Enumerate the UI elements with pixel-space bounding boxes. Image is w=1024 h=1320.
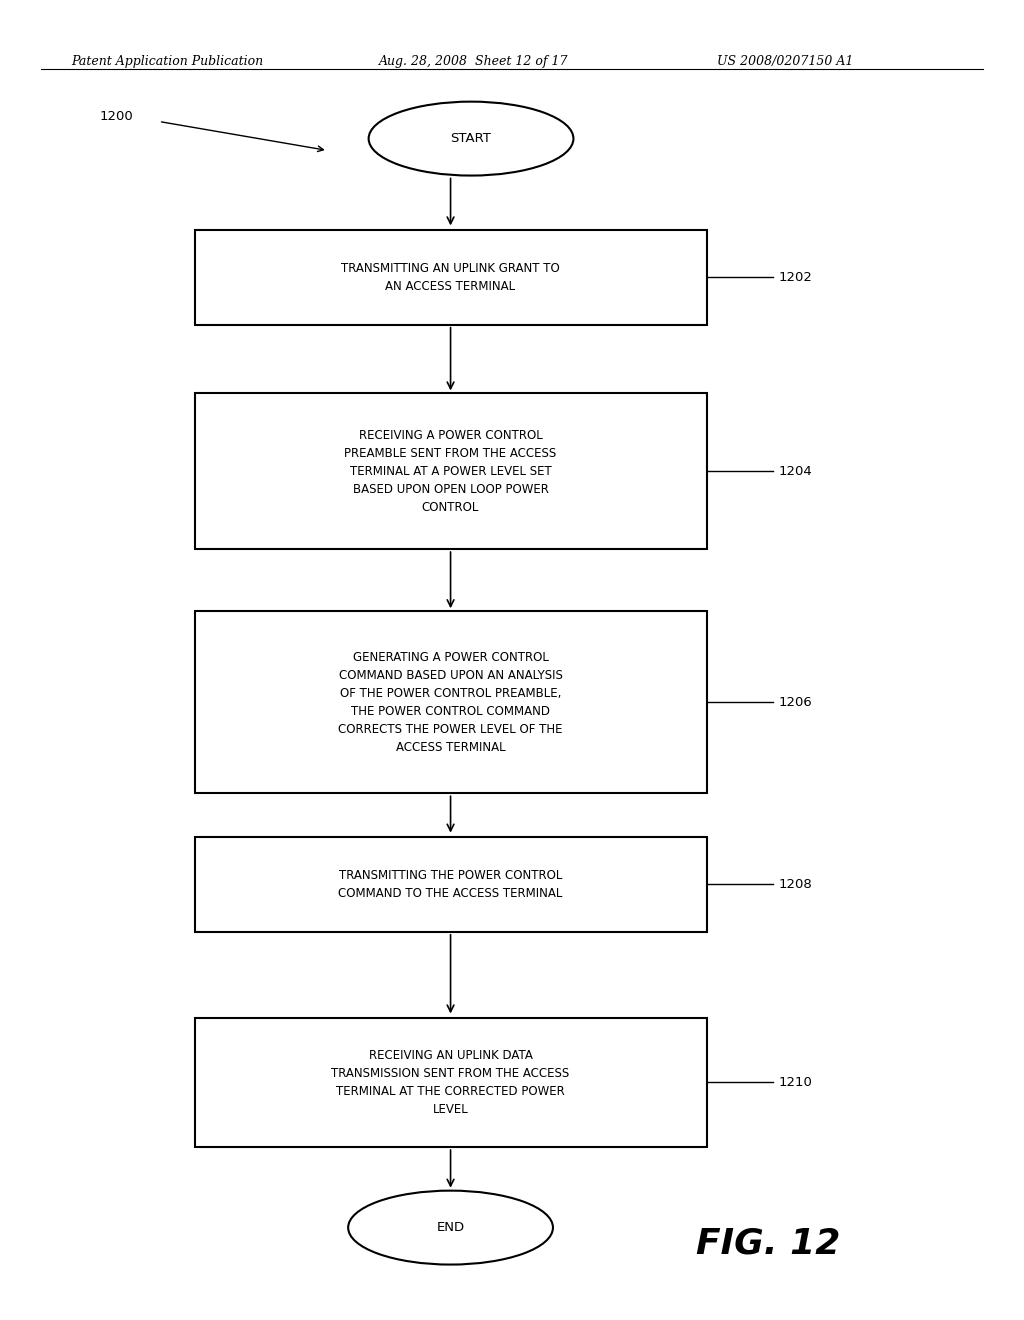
Text: RECEIVING AN UPLINK DATA
TRANSMISSION SENT FROM THE ACCESS
TERMINAL AT THE CORRE: RECEIVING AN UPLINK DATA TRANSMISSION SE…	[332, 1049, 569, 1115]
Text: 1204: 1204	[778, 465, 812, 478]
Text: 1208: 1208	[778, 878, 812, 891]
Text: 1210: 1210	[778, 1076, 812, 1089]
Text: Patent Application Publication: Patent Application Publication	[72, 55, 264, 69]
Text: 1206: 1206	[778, 696, 812, 709]
Text: TRANSMITTING THE POWER CONTROL
COMMAND TO THE ACCESS TERMINAL: TRANSMITTING THE POWER CONTROL COMMAND T…	[338, 869, 563, 900]
Text: 1202: 1202	[778, 271, 812, 284]
Text: FIG. 12: FIG. 12	[696, 1226, 841, 1261]
Text: RECEIVING A POWER CONTROL
PREAMBLE SENT FROM THE ACCESS
TERMINAL AT A POWER LEVE: RECEIVING A POWER CONTROL PREAMBLE SENT …	[344, 429, 557, 513]
Text: START: START	[451, 132, 492, 145]
Text: GENERATING A POWER CONTROL
COMMAND BASED UPON AN ANALYSIS
OF THE POWER CONTROL P: GENERATING A POWER CONTROL COMMAND BASED…	[338, 651, 563, 754]
Text: END: END	[436, 1221, 465, 1234]
Text: Aug. 28, 2008  Sheet 12 of 17: Aug. 28, 2008 Sheet 12 of 17	[379, 55, 568, 69]
Text: 1200: 1200	[99, 110, 133, 123]
Text: TRANSMITTING AN UPLINK GRANT TO
AN ACCESS TERMINAL: TRANSMITTING AN UPLINK GRANT TO AN ACCES…	[341, 261, 560, 293]
Text: US 2008/0207150 A1: US 2008/0207150 A1	[717, 55, 853, 69]
